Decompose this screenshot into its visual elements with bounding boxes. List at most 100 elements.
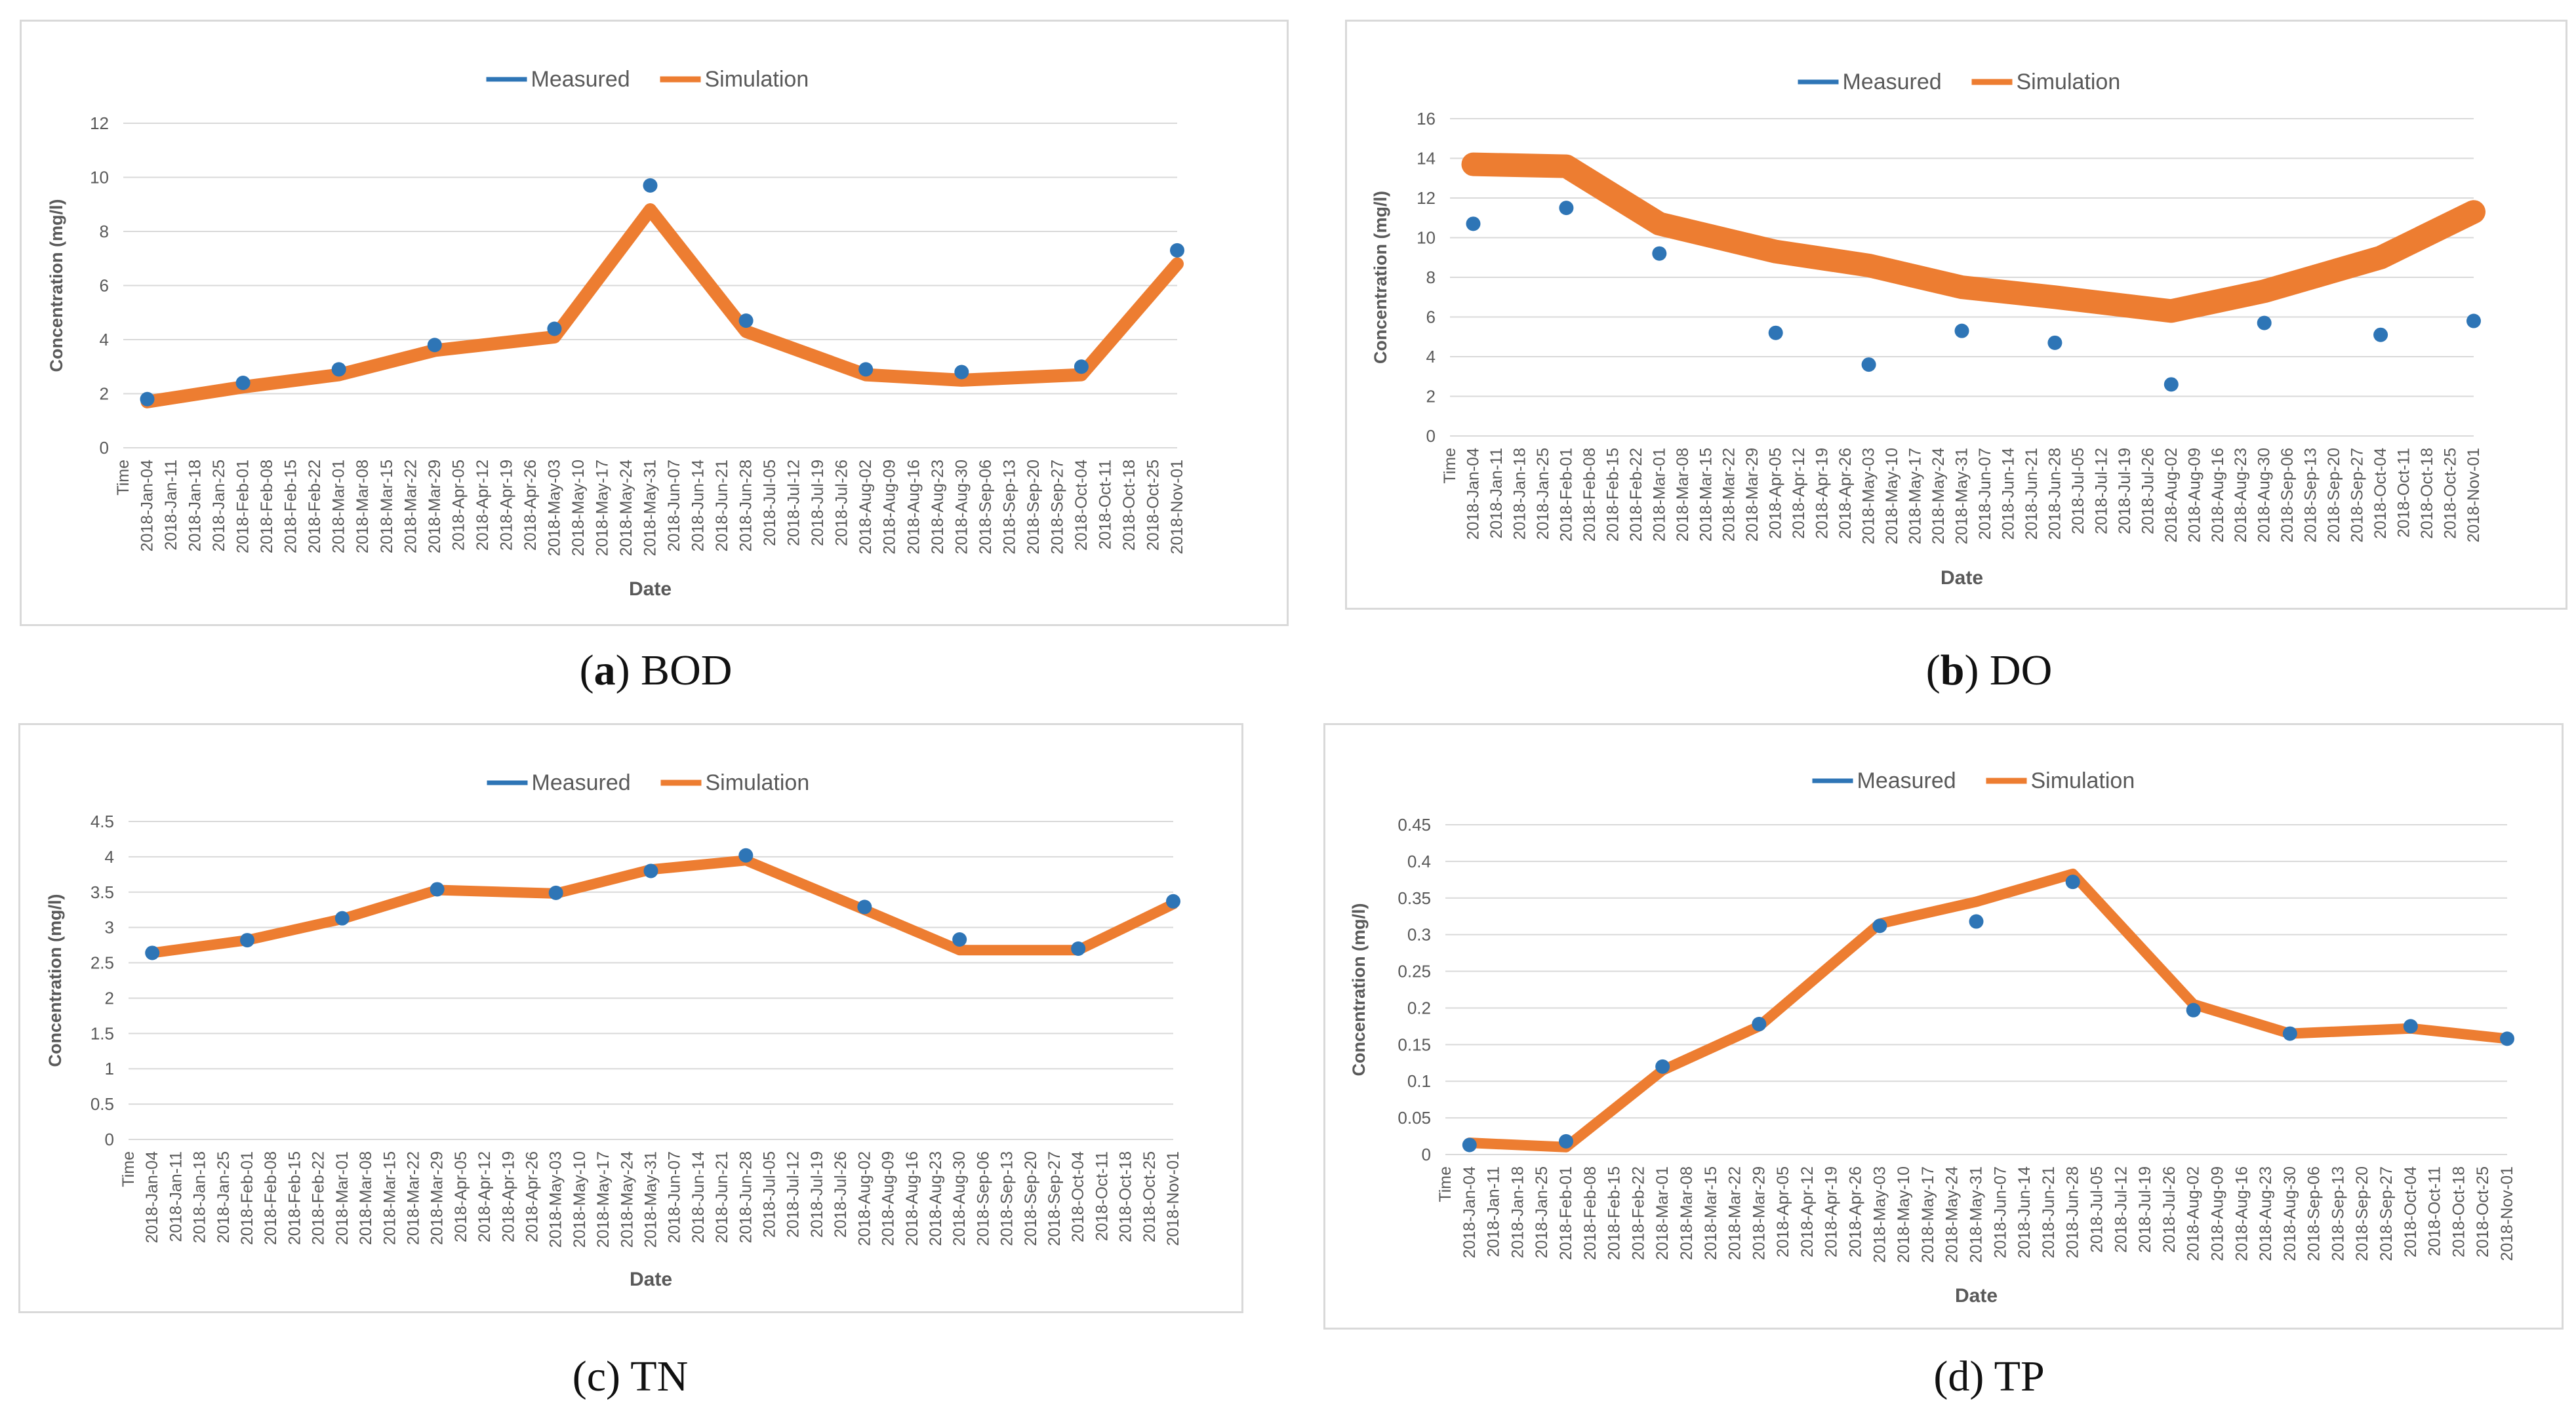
y-tick-label: 0.5 xyxy=(91,1094,114,1114)
y-tick-label: 0.3 xyxy=(1407,925,1431,945)
x-tick-label: 2018-Jul-12 xyxy=(784,1151,803,1238)
x-tick-label: 2018-May-31 xyxy=(1967,1166,1986,1263)
x-tick-label: 2018-Sep-20 xyxy=(2353,1166,2371,1261)
legend-simulation-label: Simulation xyxy=(705,67,809,92)
y-tick-label: 12 xyxy=(90,113,109,133)
x-tick-label: 2018-Jun-28 xyxy=(736,1151,755,1243)
x-tick-label: 2018-May-24 xyxy=(1943,1166,1962,1263)
x-tick-label: 2018-Apr-26 xyxy=(1836,448,1855,539)
measured-point xyxy=(738,848,754,863)
x-tick-label: 2018-Sep-06 xyxy=(2278,448,2297,543)
x-tick-label: 2018-Jun-07 xyxy=(1991,1166,2009,1258)
measured-point xyxy=(331,362,346,377)
y-tick-label: 0 xyxy=(1422,1145,1431,1164)
x-tick-label: 2018-Oct-11 xyxy=(1096,460,1114,549)
x-tick-label: Time xyxy=(114,460,132,496)
x-tick-label: 2018-Apr-26 xyxy=(521,460,540,551)
x-tick-label: 2018-Mar-01 xyxy=(1653,1166,1672,1260)
x-tick-label: 2018-Oct-04 xyxy=(2402,1166,2420,1257)
measured-point xyxy=(235,376,251,390)
x-tick-label: 2018-Apr-19 xyxy=(497,460,515,551)
x-tick-label: 2018-Mar-08 xyxy=(1674,448,1692,542)
legend-measured-label: Measured xyxy=(531,67,630,92)
x-tick-label: 2018-Jun-14 xyxy=(689,460,708,551)
x-tick-label: 2018-Feb-01 xyxy=(238,1151,256,1245)
x-tick-label: 2018-Apr-26 xyxy=(1847,1166,1865,1257)
x-tick-label: 2018-Jun-07 xyxy=(665,460,683,551)
x-tick-label: 2018-Mar-22 xyxy=(401,460,420,553)
y-tick-label: 2 xyxy=(1426,387,1436,406)
x-tick-label: 2018-Jan-25 xyxy=(1534,448,1552,540)
x-tick-label: 2018-Sep-13 xyxy=(1000,460,1018,555)
x-tick-label: 2018-Jun-21 xyxy=(713,1151,731,1243)
measured-point xyxy=(1170,243,1184,258)
y-tick-label: 8 xyxy=(1426,267,1436,287)
x-tick-label: 2018-Apr-26 xyxy=(523,1151,541,1242)
x-tick-label: 2018-Feb-15 xyxy=(1603,448,1622,542)
x-tick-label: 2018-May-31 xyxy=(641,460,660,556)
chart-panel-tp: 0 0.05 0.1 0.15 0.2 0.25 0.3 0.35 0.4 0.45 Time 201… xyxy=(1323,723,2564,1330)
y-tick-label: 0.45 xyxy=(1398,815,1431,835)
y-tick-label: 0 xyxy=(105,1130,114,1149)
x-tick-label: 2018-Feb-22 xyxy=(1627,448,1645,542)
y-tick-label: 2 xyxy=(105,988,114,1008)
measured-point xyxy=(2047,335,2063,350)
x-tick-label: 2018-Oct-11 xyxy=(2426,1166,2444,1256)
x-axis-title: Date xyxy=(1955,1285,1998,1307)
x-tick-label: 2018-Jul-19 xyxy=(808,1151,826,1238)
x-tick-label: 2018-Aug-16 xyxy=(903,1151,921,1246)
x-tick-label: 2018-Jan-18 xyxy=(1510,448,1529,540)
x-tick-label: 2018-Jul-05 xyxy=(761,460,779,546)
x-tick-label: 2018-Oct-18 xyxy=(1117,1151,1135,1242)
legend-measured-label: Measured xyxy=(532,770,631,795)
x-tick-label: 2018-Feb-15 xyxy=(282,460,300,553)
x-tick-label: 2018-Jul-12 xyxy=(785,460,803,546)
x-tick-label: 2018-Feb-08 xyxy=(262,1151,280,1245)
x-tick-label: 2018-Nov-01 xyxy=(2465,448,2483,543)
simulation-line xyxy=(1461,152,2485,323)
measured-point xyxy=(140,391,155,406)
x-tick-label: 2018-Jun-21 xyxy=(2023,448,2041,540)
chart-tn: 0 0.5 1 1.5 2 2.5 3 3.5 4 4.5 Time 2018-Jan-04 2018-… xyxy=(45,770,1182,1290)
x-tick-label: 2018-Jul-05 xyxy=(2069,448,2087,534)
measured-point xyxy=(1558,1134,1573,1149)
x-tick-label: 2018-Jan-04 xyxy=(143,1151,161,1243)
measured-point xyxy=(145,945,160,960)
x-tick-label: 2018-May-24 xyxy=(618,1151,636,1248)
y-tick-label: 4 xyxy=(105,847,114,867)
x-tick-label: 2018-Jul-12 xyxy=(2092,448,2110,534)
caption-tp: (d) TP xyxy=(1933,1353,2045,1400)
x-tick-label: 2018-Aug-23 xyxy=(2257,1166,2275,1261)
x-tick-label: 2018-Jan-18 xyxy=(191,1151,209,1243)
x-tick-label: 2018-Apr-05 xyxy=(1767,448,1785,539)
x-tick-label: 2018-Jun-07 xyxy=(1976,448,1994,540)
x-tick-label: 2018-Feb-22 xyxy=(1629,1166,1647,1260)
measured-point xyxy=(430,882,445,897)
x-tick-label: 2018-Jun-21 xyxy=(713,460,731,551)
y-tick-label: 2.5 xyxy=(91,953,114,973)
caption-do: (b) DO xyxy=(1925,646,2053,694)
x-tick-label: 2018-Aug-09 xyxy=(2185,448,2204,543)
measured-point xyxy=(2186,1002,2201,1017)
x-tick-label: 2018-May-10 xyxy=(569,460,588,556)
measured-point xyxy=(1954,323,1969,338)
caption-tn: (c) TN xyxy=(572,1353,689,1400)
x-tick-label: 2018-Feb-15 xyxy=(1605,1166,1624,1260)
measured-point xyxy=(2500,1031,2514,1046)
x-tick-label: 2018-Apr-05 xyxy=(452,1151,470,1242)
legend-simulation-label: Simulation xyxy=(2017,69,2121,94)
measured-point xyxy=(334,911,350,926)
y-tick-label: 0.2 xyxy=(1407,998,1431,1017)
x-tick-label: 2018-Feb-15 xyxy=(285,1151,304,1245)
measured-point xyxy=(1872,918,1887,934)
x-tick-label: 2018-May-03 xyxy=(545,460,563,556)
measured-point xyxy=(2403,1019,2418,1034)
x-tick-label: 2018-Mar-01 xyxy=(333,1151,352,1245)
y-tick-label: 3 xyxy=(105,918,114,938)
x-tick-label: 2018-Aug-02 xyxy=(855,1151,874,1246)
x-tick-label: 2018-Oct-18 xyxy=(2418,448,2436,539)
x-tick-label: 2018-Feb-01 xyxy=(1557,448,1575,542)
x-tick-label: 2018-Jan-25 xyxy=(210,460,228,551)
measured-point xyxy=(1166,894,1180,909)
x-tick-label: 2018-Mar-01 xyxy=(330,460,348,553)
